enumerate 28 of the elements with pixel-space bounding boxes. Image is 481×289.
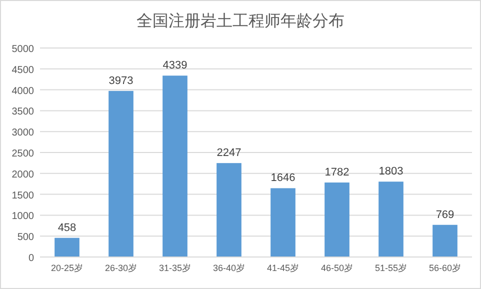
data-label: 458	[58, 222, 76, 234]
y-tick-label: 5000	[12, 44, 34, 55]
y-tick-label: 3000	[12, 128, 34, 139]
y-tick-label: 2500	[12, 148, 34, 160]
y-tick-label: 4000	[12, 86, 34, 97]
data-label: 1646	[270, 172, 296, 184]
x-tick-label: 41-45岁	[266, 263, 300, 273]
data-label: 1803	[378, 166, 404, 178]
data-label: 4339	[162, 60, 188, 72]
x-tick-label: 36-40岁	[212, 263, 246, 273]
data-label: 1782	[324, 166, 350, 179]
y-tick-label: 3500	[12, 106, 34, 118]
data-label: 769	[436, 208, 454, 221]
y-tick-label: 500	[17, 232, 34, 244]
x-tick-label: 51-55岁	[374, 263, 408, 273]
chart-title: 全国注册岩土工程师年龄分布	[136, 12, 344, 30]
x-tick-label: 31-35岁	[158, 263, 192, 273]
data-label: 3973	[108, 74, 134, 87]
y-tick-label: 4500	[12, 64, 34, 76]
x-tick-label: 56-60岁	[428, 263, 462, 273]
x-tick-label: 20-25岁	[50, 263, 84, 273]
x-tick-label: 46-50岁	[320, 263, 354, 273]
y-tick-label: 0	[28, 253, 34, 264]
y-tick-label: 2000	[12, 169, 34, 180]
x-tick-label: 26-30岁	[104, 263, 138, 273]
y-tick-label: 1000	[12, 211, 34, 222]
y-tick-label: 1500	[12, 190, 34, 202]
data-label: 2247	[216, 147, 242, 160]
